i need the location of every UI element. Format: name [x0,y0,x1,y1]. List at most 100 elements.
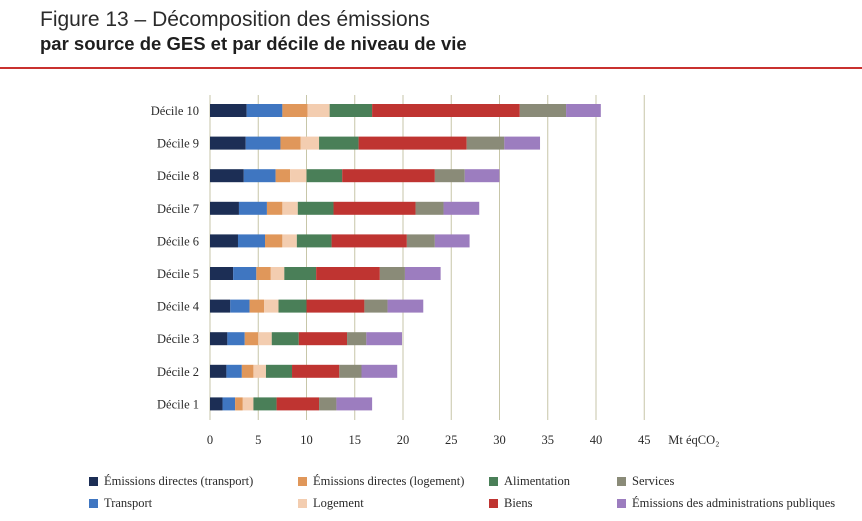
category-label: Décile 8 [157,169,199,183]
bar-segment [307,104,330,117]
legend-label: Émissions des administrations publiques [632,496,836,510]
bar-segment [253,364,266,378]
bar-segment [249,299,265,313]
legend-label: Alimentation [504,474,570,488]
bar-segment [306,299,365,313]
bar-segment [210,169,244,183]
legend-swatch [617,477,626,486]
bar-segment [280,136,301,150]
bar-segment [233,267,257,280]
x-tick-label: 15 [349,433,362,447]
figure-subtitle: par source de GES et par décile de nivea… [40,33,467,54]
legend-item: Biens [489,496,532,511]
bar-segment [300,136,320,150]
bar-segment [282,104,308,117]
category-label: Décile 10 [151,104,199,118]
bar-segment [210,136,246,150]
bar-segment [246,104,283,117]
bar-segment [319,397,337,411]
bar-segment [333,201,416,215]
legend-item: Transport [89,496,152,511]
legend-item: Émissions des administrations publiques [617,496,835,511]
bar-segment [443,201,480,215]
x-tick-label: 25 [445,433,458,447]
bar-segment [347,332,367,346]
bar-segment [379,267,405,280]
x-tick-label: 5 [255,433,261,447]
bar-segment [329,104,373,117]
bar-segment [364,299,388,313]
bar-segment [278,299,307,313]
legend-label: Biens [504,496,533,510]
bar-segment [372,104,520,117]
bar-segment [266,201,283,215]
bar-segment [284,267,317,280]
bar-segment [297,201,334,215]
bar-segment [292,364,340,378]
category-label: Décile 2 [157,365,199,379]
x-tick-label: 45 [638,433,651,447]
category-label: Décile 5 [157,267,199,281]
bar-segment [270,267,285,280]
bar-segment [298,332,348,346]
bar-segment [230,299,250,313]
legend-label: Logement [313,496,364,510]
bars [210,104,601,411]
bar-segment [282,201,298,215]
bar-segment [226,364,242,378]
legend-label: Émissions directes (transport) [104,474,254,488]
bar-segment [265,234,283,248]
bar-segment [238,201,267,215]
figure-title: Figure 13 – Décomposition des émissions [40,8,430,31]
legend-swatch [489,499,498,508]
x-axis-unit-label: Mt éqCO₂ [668,433,719,447]
bar-segment [242,397,254,411]
category-label: Décile 6 [157,234,199,248]
bar-segment [210,299,231,313]
header-divider [0,67,862,69]
x-tick-label: 35 [542,433,555,447]
x-tick-label: 0 [207,433,213,447]
bar-segment [415,201,444,215]
bar-segment [210,397,223,411]
bar-segment [406,234,435,248]
x-tick-label: 40 [590,433,603,447]
category-label: Décile 1 [157,397,199,411]
bar-segment [387,299,424,313]
bar-segment [434,234,470,248]
bar-segment [264,299,279,313]
bar-segment [316,267,380,280]
bar-segment [227,332,245,346]
x-tick-label: 10 [300,433,313,447]
bar-segment [466,136,505,150]
legend-label: Émissions directes (logement) [313,474,465,488]
category-label: Décile 9 [157,137,199,151]
legend-swatch [89,477,98,486]
legend-item: Logement [298,496,364,511]
bar-segment [566,104,601,117]
legend-swatch [617,499,626,508]
bar-segment [339,364,362,378]
bar-segment [342,169,435,183]
legend-item: Émissions directes (logement) [298,474,464,489]
legend-swatch [489,477,498,486]
legend-swatch [298,477,307,486]
x-axis-ticks: 0 5 10 15 20 25 30 35 40 45 [207,433,651,447]
bar-segment [275,169,291,183]
bar-segment [290,169,307,183]
bar-segment [271,332,299,346]
bar-segment [222,397,236,411]
bar-segment [244,332,259,346]
bar-segment [319,136,359,150]
bar-segment [306,169,343,183]
bar-segment [276,397,320,411]
bar-segment [519,104,567,117]
legend-swatch [298,499,307,508]
bar-segment [258,332,272,346]
x-tick-label: 20 [397,433,410,447]
bar-segment [243,169,276,183]
bar-segment [282,234,297,248]
bar-segment [358,136,467,150]
bar-segment [256,267,271,280]
